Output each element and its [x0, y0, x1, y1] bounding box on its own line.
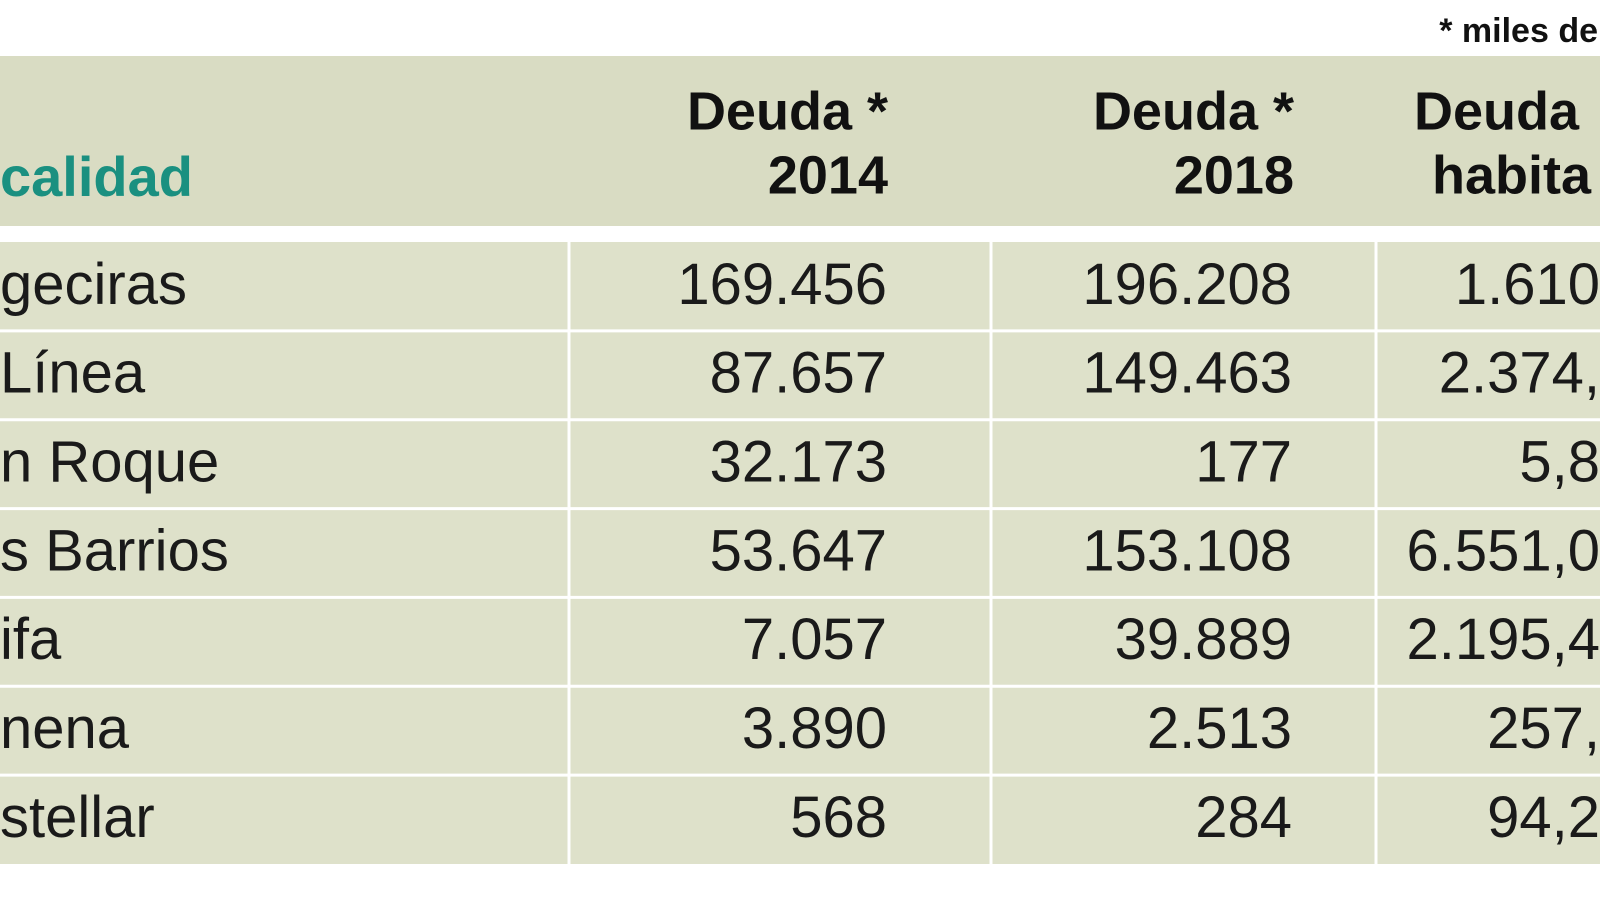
- column-header: habita: [1432, 145, 1592, 205]
- row-label: ifa: [0, 607, 62, 672]
- body-band: [0, 242, 1600, 864]
- row-label: nena: [0, 696, 130, 761]
- column-header: Deuda *: [1093, 81, 1294, 141]
- cell-value: 39.889: [1115, 607, 1292, 672]
- row-label: stellar: [0, 785, 155, 850]
- row-label: Línea: [0, 341, 146, 406]
- cell-value: 1.610: [1455, 252, 1600, 317]
- cell-value: 94,2: [1487, 785, 1600, 850]
- column-header: Deuda: [1414, 81, 1580, 141]
- cell-value: 153.108: [1082, 518, 1292, 583]
- cell-value: 257,: [1487, 696, 1600, 761]
- header-band: [0, 56, 1600, 226]
- cell-value: 87.657: [710, 341, 887, 406]
- row-label: n Roque: [0, 429, 219, 494]
- cell-value: 169.456: [677, 252, 887, 317]
- cell-value: 32.173: [710, 429, 887, 494]
- cell-value: 2.195,4: [1406, 607, 1600, 672]
- row-label: s Barrios: [0, 518, 229, 583]
- cell-value: 2.374,: [1439, 341, 1600, 406]
- cell-value: 149.463: [1082, 341, 1292, 406]
- cell-value: 6.551,0: [1406, 518, 1600, 583]
- cell-value: 3.890: [742, 696, 887, 761]
- cell-value: 196.208: [1082, 252, 1292, 317]
- column-header: 2014: [768, 145, 888, 205]
- cell-value: 5,8: [1519, 429, 1600, 494]
- cell-value: 7.057: [742, 607, 887, 672]
- rules: [567, 242, 1378, 864]
- cell-value: 53.647: [710, 518, 887, 583]
- cell-value: 568: [790, 785, 887, 850]
- cell-value: 284: [1195, 785, 1292, 850]
- cell-value: 2.513: [1147, 696, 1292, 761]
- unit-note: * miles de: [1439, 12, 1598, 50]
- column-header: 2018: [1174, 145, 1294, 205]
- column-header: Deuda *: [687, 81, 888, 141]
- row-label: geciras: [0, 252, 187, 317]
- column-header: calidad: [0, 145, 193, 208]
- cell-value: 177: [1195, 429, 1292, 494]
